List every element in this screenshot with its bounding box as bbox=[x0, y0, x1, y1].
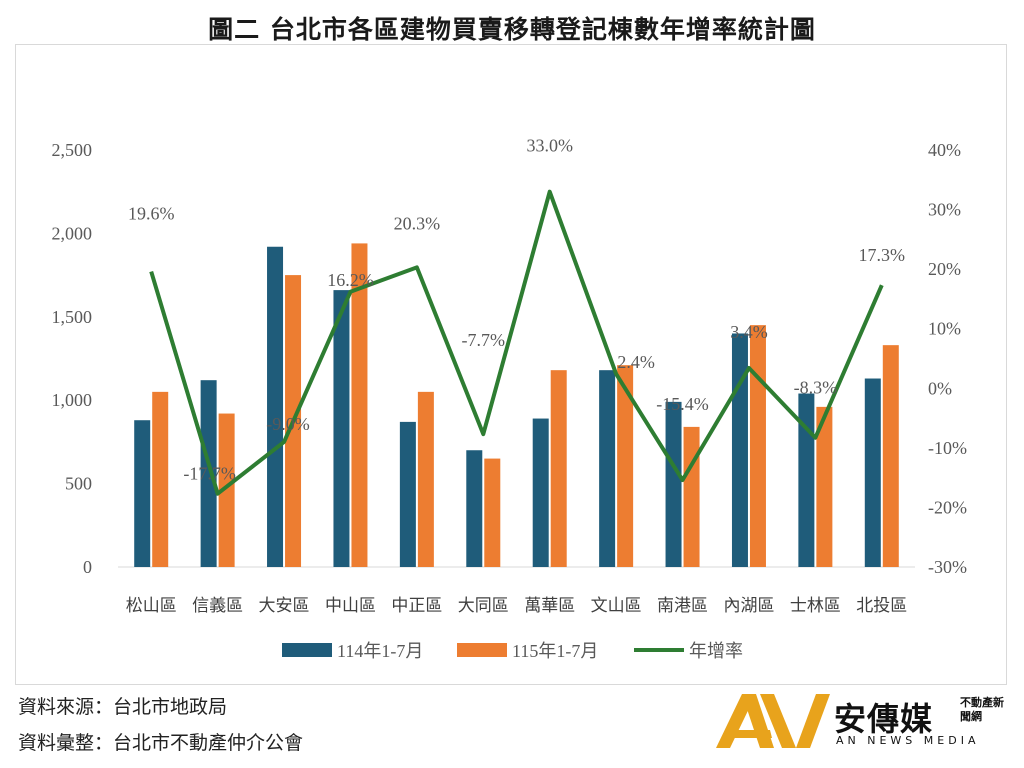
bar-114 bbox=[798, 393, 815, 567]
category-labels: 松山區 信義區 大安區 中山區 中正區 大同區 萬華區 文山區 南港區 內湖區 士林區 北投區 bbox=[126, 596, 908, 616]
growth-rate-label: -8.3% bbox=[794, 378, 838, 398]
legend-swatch-115 bbox=[457, 643, 507, 657]
right-tick-label: 40% bbox=[928, 140, 961, 160]
bar-115 bbox=[484, 458, 501, 567]
bar-115 bbox=[683, 426, 700, 567]
growth-rate-line bbox=[149, 189, 884, 496]
growth-rate-label: 17.3% bbox=[859, 245, 906, 265]
growth-rate-label: -17.7% bbox=[183, 464, 236, 484]
bar-114 bbox=[399, 421, 416, 567]
compiled-line: 資料彙整：台北市不動產仲介公會 bbox=[18, 732, 304, 754]
growth-rate-label: -7.7% bbox=[462, 330, 506, 350]
bar-114 bbox=[267, 246, 284, 567]
bar-114 bbox=[665, 401, 682, 567]
right-tick-label: 10% bbox=[928, 319, 961, 339]
left-tick-label: 1,500 bbox=[52, 307, 93, 327]
bar-115 bbox=[617, 365, 634, 567]
logo-english: AN NEWS MEDIA bbox=[836, 734, 980, 747]
bar-114 bbox=[532, 418, 549, 567]
growth-rate-label: 33.0% bbox=[526, 136, 573, 156]
bar-115 bbox=[218, 413, 235, 567]
chart-title: 圖二 台北市各區建物買賣移轉登記棟數年增率統計圖 bbox=[208, 15, 816, 44]
category-label: 文山區 bbox=[591, 596, 642, 616]
category-label: 內湖區 bbox=[723, 596, 774, 616]
legend-swatch-114 bbox=[282, 643, 332, 657]
bar-115 bbox=[882, 345, 899, 567]
category-label: 士林區 bbox=[790, 596, 841, 616]
growth-rate-label: -9.0% bbox=[266, 414, 310, 434]
category-label: 大安區 bbox=[259, 596, 310, 616]
category-label: 萬華區 bbox=[524, 596, 575, 616]
category-label: 松山區 bbox=[126, 596, 177, 616]
growth-rate-label: 3.4% bbox=[730, 322, 768, 342]
logo-mark-icon bbox=[716, 694, 830, 748]
left-axis: 0 500 1,000 1,500 2,000 2,500 bbox=[52, 140, 915, 577]
legend-label-114: 114年1-7月 bbox=[337, 641, 423, 661]
an-news-media-logo: 安傳媒 不動產新聞網 AN NEWS MEDIA bbox=[712, 688, 1012, 758]
growth-line: 19.6% -17.7% -9.0% 16.2% 20.3% -7.7% 33.0% 2.4%… bbox=[128, 136, 906, 496]
growth-rate-label: 2.4% bbox=[617, 352, 655, 372]
legend: 114年1-7月 115年1-7月 年增率 bbox=[282, 641, 743, 661]
left-tick-label: 2,500 bbox=[52, 140, 93, 160]
bar-115 bbox=[550, 370, 567, 567]
right-tick-label: 0% bbox=[928, 378, 952, 398]
bar-115 bbox=[351, 243, 368, 567]
category-label: 中山區 bbox=[325, 596, 376, 616]
logo-name: 安傳媒 bbox=[834, 700, 934, 738]
left-tick-label: 500 bbox=[65, 474, 92, 494]
growth-rate-label: 20.3% bbox=[394, 213, 441, 233]
right-tick-label: 20% bbox=[928, 259, 961, 279]
category-label: 中正區 bbox=[391, 596, 442, 616]
bar-114 bbox=[134, 420, 151, 567]
bar-114 bbox=[731, 333, 748, 567]
growth-rate-label: 19.6% bbox=[128, 204, 175, 224]
bar-114 bbox=[864, 378, 881, 567]
right-axis: -30% -20% -10% 0% 10% 20% 30% 40% bbox=[928, 140, 967, 577]
bar-114 bbox=[466, 450, 483, 567]
right-tick-label: -30% bbox=[928, 557, 967, 577]
bar-114 bbox=[599, 370, 616, 567]
category-label: 南港區 bbox=[657, 596, 708, 616]
bar-114 bbox=[333, 290, 350, 567]
bar-114 bbox=[200, 380, 217, 567]
growth-rate-label: 16.2% bbox=[327, 270, 374, 290]
category-label: 北投區 bbox=[856, 596, 907, 616]
left-tick-label: 2,000 bbox=[52, 223, 93, 243]
right-tick-label: 30% bbox=[928, 200, 961, 220]
source-line: 資料來源：台北市地政局 bbox=[18, 696, 228, 718]
left-tick-label: 1,000 bbox=[52, 390, 93, 410]
growth-rate-label: -15.4% bbox=[656, 394, 709, 414]
bar-115 bbox=[816, 406, 833, 567]
right-tick-label: -10% bbox=[928, 438, 967, 458]
bar-115 bbox=[417, 391, 434, 567]
chart-frame bbox=[15, 44, 1007, 685]
bar-115 bbox=[152, 391, 169, 567]
category-label: 大同區 bbox=[458, 596, 509, 616]
category-label: 信義區 bbox=[192, 596, 243, 616]
legend-label-115: 115年1-7月 bbox=[512, 641, 598, 661]
bar-115 bbox=[749, 325, 766, 567]
legend-label-growth: 年增率 bbox=[689, 641, 743, 661]
right-tick-label: -20% bbox=[928, 497, 967, 517]
logo-tagline: 不動產新聞網 bbox=[960, 696, 1004, 723]
left-tick-label: 0 bbox=[83, 557, 92, 577]
